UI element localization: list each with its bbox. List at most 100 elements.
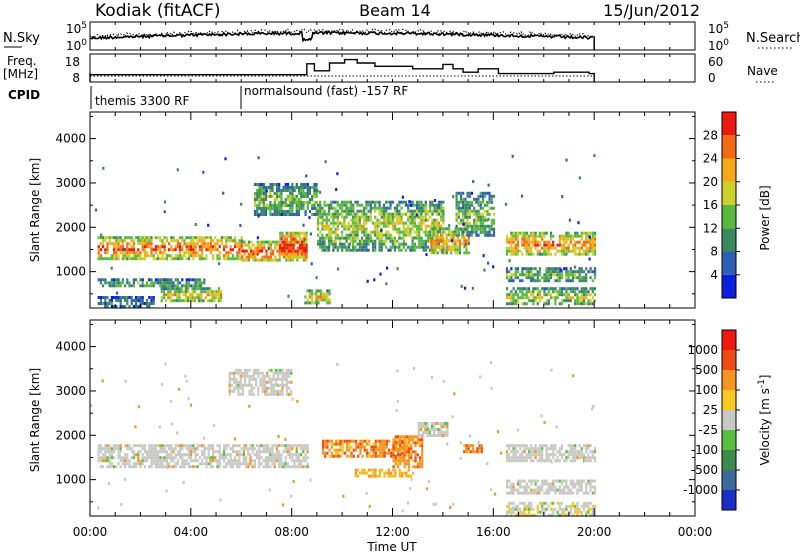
echo-cell bbox=[176, 453, 179, 457]
echo-cell bbox=[236, 465, 239, 469]
echo-cell bbox=[99, 465, 102, 469]
echo-cell bbox=[426, 245, 430, 249]
echo-cell bbox=[225, 236, 228, 240]
echo-cell bbox=[280, 204, 283, 207]
echo-cell bbox=[580, 296, 583, 300]
echo-cell bbox=[352, 209, 355, 213]
echo-cell bbox=[345, 200, 348, 204]
echo-noise-cell bbox=[430, 376, 433, 379]
echo-cell bbox=[324, 439, 327, 443]
echo-cell bbox=[387, 233, 390, 237]
echo-cell bbox=[283, 243, 286, 247]
echo-cell bbox=[152, 450, 155, 454]
echo-cell bbox=[194, 284, 197, 288]
echo-cell bbox=[382, 218, 386, 222]
echo-cell bbox=[278, 240, 281, 244]
echo-cell bbox=[108, 284, 111, 288]
echo-cell bbox=[519, 510, 522, 514]
echo-cell bbox=[585, 504, 588, 508]
echo-cell bbox=[439, 239, 442, 243]
echo-cell bbox=[346, 442, 349, 446]
echo-cell bbox=[415, 230, 419, 234]
echo-cell bbox=[345, 236, 348, 240]
echo-cell bbox=[374, 451, 377, 455]
echo-cell bbox=[106, 447, 109, 451]
echo-cell bbox=[247, 450, 250, 454]
echo-cell bbox=[272, 252, 275, 256]
echo-cell bbox=[525, 456, 528, 460]
y-tick-label: 1000 bbox=[55, 473, 86, 487]
echo-cell bbox=[359, 439, 362, 443]
echo-cell bbox=[334, 221, 337, 225]
echo-cell bbox=[297, 210, 301, 213]
echo-cell bbox=[383, 451, 386, 455]
echo-cell bbox=[360, 245, 364, 249]
echo-cell bbox=[202, 299, 205, 303]
echo-cell bbox=[102, 447, 105, 451]
echo-cell bbox=[278, 195, 281, 198]
echo-cell bbox=[441, 425, 445, 428]
echo-cell bbox=[252, 252, 255, 256]
echo-cell bbox=[574, 240, 577, 244]
echo-cell bbox=[289, 258, 292, 262]
echo-cell bbox=[585, 287, 588, 291]
echo-cell bbox=[204, 287, 207, 291]
echo-cell bbox=[192, 465, 195, 469]
echo-cell bbox=[319, 206, 322, 210]
echo-cell bbox=[295, 450, 298, 454]
echo-cell bbox=[336, 245, 339, 249]
echo-cell bbox=[272, 389, 275, 393]
echo-cell bbox=[582, 296, 586, 300]
echo-cell bbox=[387, 218, 390, 222]
echo-cell bbox=[430, 230, 433, 234]
echo-cell bbox=[284, 459, 287, 463]
echo-cell bbox=[479, 218, 482, 222]
echo-cell bbox=[282, 210, 285, 213]
echo-cell bbox=[560, 243, 564, 247]
echo-cell bbox=[403, 453, 406, 457]
echo-cell bbox=[385, 445, 388, 449]
echo-cell bbox=[541, 453, 544, 457]
echo-noise-cell bbox=[291, 397, 294, 401]
echo-cell bbox=[170, 459, 173, 463]
echo-cell bbox=[552, 270, 555, 274]
echo-cell bbox=[477, 218, 480, 222]
echo-cell bbox=[130, 299, 133, 302]
echo-cell bbox=[508, 240, 511, 244]
echo-noise-cell bbox=[342, 494, 345, 498]
echo-cell bbox=[113, 236, 116, 240]
echo-cell bbox=[563, 479, 566, 483]
echo-noise-cell bbox=[448, 224, 451, 228]
echo-cell bbox=[276, 249, 279, 253]
echo-noise-cell bbox=[315, 276, 318, 280]
echo-cell bbox=[371, 248, 375, 252]
echo-cell bbox=[304, 447, 307, 451]
echo-cell bbox=[124, 236, 127, 240]
echo-cell bbox=[171, 299, 174, 303]
echo-cell bbox=[361, 471, 364, 475]
echo-cell bbox=[236, 444, 239, 448]
echo-cell bbox=[252, 249, 255, 253]
echo-cell bbox=[569, 510, 572, 514]
echo-cell bbox=[217, 287, 220, 291]
echo-cell bbox=[467, 444, 470, 448]
echo-cell bbox=[256, 192, 259, 195]
echo-cell bbox=[569, 279, 572, 283]
echo-cell bbox=[343, 215, 346, 219]
echo-cell bbox=[119, 465, 122, 469]
echo-cell bbox=[591, 231, 594, 235]
echo-cell bbox=[521, 267, 524, 271]
echo-cell bbox=[218, 254, 221, 258]
echo-cell bbox=[477, 209, 480, 213]
echo-noise-cell bbox=[394, 443, 397, 447]
echo-cell bbox=[488, 197, 491, 201]
echo-cell bbox=[345, 248, 348, 252]
echo-cell bbox=[587, 459, 590, 463]
echo-cell bbox=[463, 444, 466, 448]
echo-cell bbox=[176, 296, 179, 300]
echo-cell bbox=[464, 203, 467, 207]
echo-cell bbox=[296, 246, 299, 250]
echo-cell bbox=[591, 296, 594, 300]
echo-cell bbox=[534, 450, 537, 454]
echo-cell bbox=[473, 224, 476, 228]
